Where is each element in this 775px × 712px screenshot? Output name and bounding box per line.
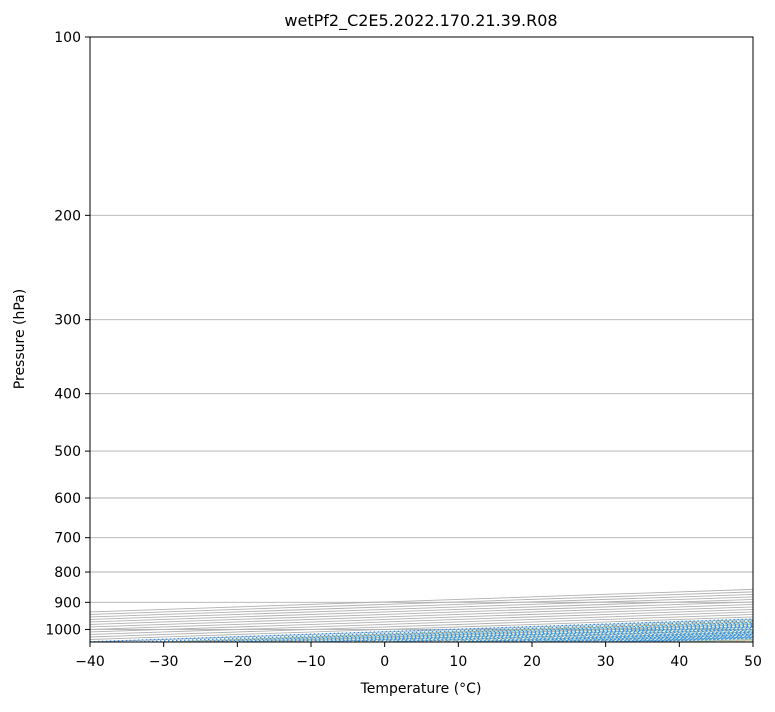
x-tick-label: 10 (449, 654, 467, 670)
y-tick-label: 100 (54, 30, 81, 46)
x-tick-label: 40 (670, 654, 688, 670)
x-tick-label: −10 (296, 654, 326, 670)
y-tick-label: 600 (54, 491, 81, 507)
x-tick-label: 50 (744, 654, 762, 670)
x-tick-label: −20 (223, 654, 253, 670)
y-axis-label: Pressure (hPa) (12, 289, 28, 389)
x-tick-label: −40 (75, 654, 105, 670)
y-tick-label: 700 (54, 531, 81, 547)
x-tick-label: 0 (380, 654, 389, 670)
x-axis-label: Temperature (°C) (360, 681, 482, 697)
x-tick-label: 20 (523, 654, 541, 670)
y-tick-label: 400 (54, 387, 81, 403)
y-tick-label: 900 (54, 595, 81, 611)
y-tick-label: 500 (54, 444, 81, 460)
y-tick-label: 800 (54, 565, 81, 581)
y-tick-label: 1000 (45, 622, 81, 638)
x-tick-label: 30 (597, 654, 615, 670)
y-tick-label: 200 (54, 208, 81, 224)
x-tick-label: −30 (149, 654, 179, 670)
y-tick-label: 300 (54, 313, 81, 329)
chart-title: wetPf2_C2E5.2022.170.21.39.R08 (284, 11, 557, 31)
